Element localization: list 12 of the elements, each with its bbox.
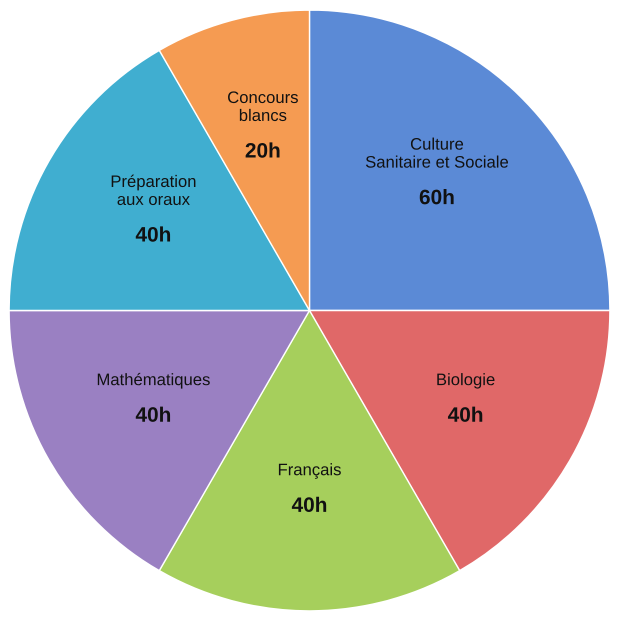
slice-label: Mathématiques: [98, 372, 210, 389]
slice-label: Biologie: [437, 373, 494, 389]
data-label: 60h: [420, 189, 454, 204]
data-label: 40h: [448, 406, 482, 422]
slice-label: Français: [278, 463, 341, 479]
slice-label: Concours blancs: [228, 91, 298, 122]
slice-label: Culture Sanitaire et Sociale: [366, 138, 508, 168]
data-label: 20h: [246, 142, 280, 158]
data-label: 40h: [136, 226, 170, 242]
data-label: 40h: [292, 496, 326, 512]
data-label: 40h: [136, 406, 170, 422]
slice-label: Préparation aux oraux: [112, 174, 196, 206]
